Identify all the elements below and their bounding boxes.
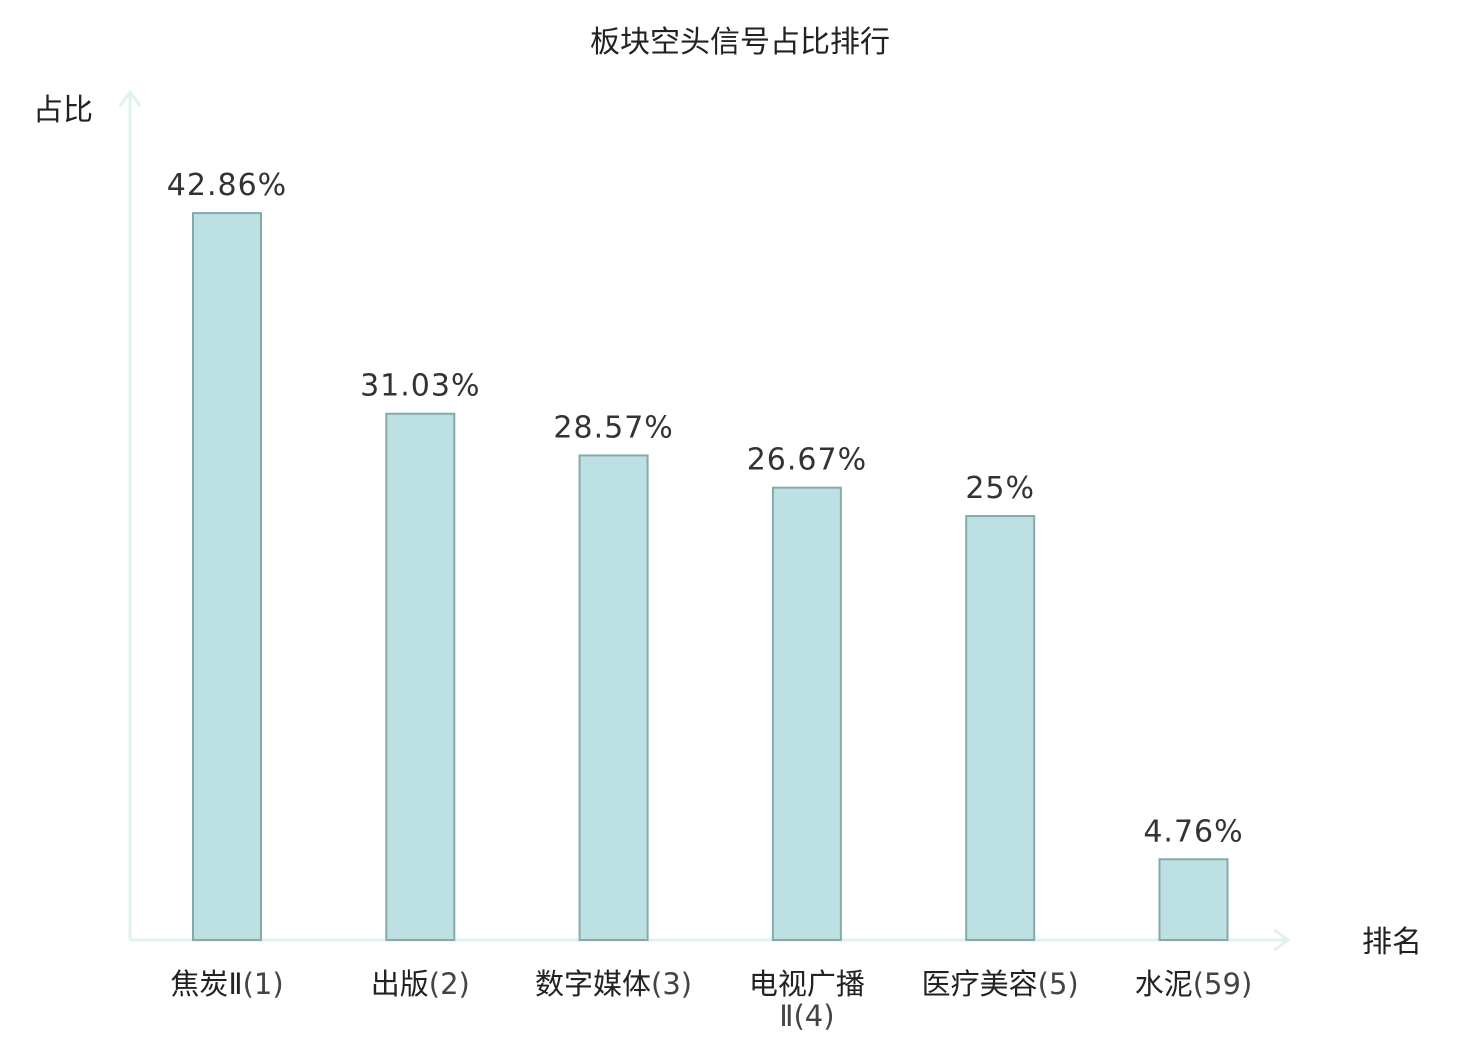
- x-tick-name-5: 医疗美容: [922, 967, 1038, 1001]
- x-tick-name-2: 出版: [371, 967, 429, 1001]
- x-axis-label: 排名: [1362, 925, 1422, 960]
- value-label-6: 4.76%: [1143, 814, 1243, 849]
- x-axis-arrow: [1273, 928, 1291, 952]
- bar-6: [1158, 858, 1229, 941]
- x-tick-rank-1: (1): [243, 967, 284, 1001]
- bar-5: [965, 515, 1036, 941]
- x-tick-rank-4: (4): [793, 999, 834, 1033]
- x-tick-name-4: 电视广播: [749, 967, 865, 1001]
- x-tick-name-line2-4: Ⅱ: [779, 999, 793, 1033]
- value-label-4: 26.67%: [747, 443, 867, 478]
- bars: [192, 212, 1229, 941]
- x-tick-label-1: 焦炭Ⅱ(1): [170, 967, 283, 1001]
- x-tick-label-line2-4: Ⅱ(4): [779, 999, 834, 1033]
- x-tick-rank-6: (59): [1193, 967, 1253, 1001]
- value-label-2: 31.03%: [360, 369, 480, 404]
- value-label-1: 42.86%: [167, 168, 287, 203]
- x-tick-label-3: 数字媒体(3): [535, 967, 692, 1001]
- bar-1: [192, 212, 262, 941]
- x-tick-label-5: 医疗美容(5): [922, 967, 1079, 1001]
- x-tick-rank-5: (5): [1038, 967, 1079, 1001]
- y-axis-label: 占比: [33, 93, 93, 128]
- x-tick-name-3: 数字媒体: [535, 967, 651, 1001]
- x-tick-label-2: 出版(2): [371, 967, 470, 1001]
- x-tick-rank-2: (2): [429, 967, 470, 1001]
- value-label-5: 25%: [965, 471, 1035, 506]
- axes: [118, 89, 1291, 952]
- x-tick-name-6: 水泥: [1135, 967, 1193, 1001]
- bar-3: [578, 454, 649, 941]
- x-tick-rank-3: (3): [651, 967, 692, 1001]
- value-label-3: 28.57%: [553, 410, 673, 445]
- y-axis-arrow: [118, 89, 142, 107]
- x-tick-name-1: 焦炭Ⅱ: [170, 967, 242, 1001]
- bar-4: [771, 486, 842, 941]
- x-tick-label-6: 水泥(59): [1135, 967, 1253, 1001]
- chart-title: 板块空头信号占比排行: [590, 25, 890, 60]
- bar-2: [385, 412, 456, 941]
- value-labels: 42.86% 31.03% 28.57% 26.67% 25% 4.76%: [167, 168, 1243, 849]
- x-tick-label-4: 电视广播: [749, 967, 865, 1001]
